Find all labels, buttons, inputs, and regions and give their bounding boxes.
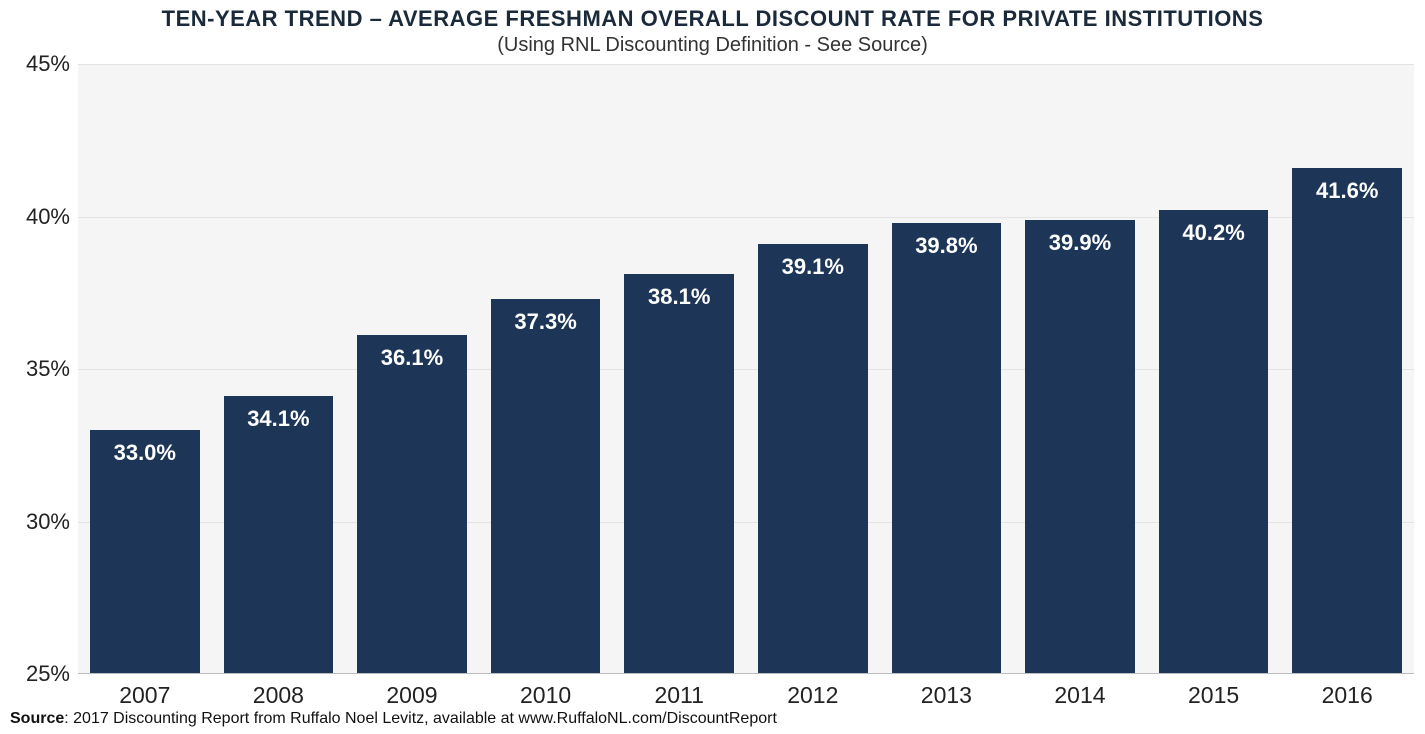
x-tick-label: 2011 — [612, 682, 746, 709]
y-tick-label: 35% — [6, 356, 70, 382]
bar-slot: 39.9% — [1025, 64, 1135, 674]
x-tick-label: 2012 — [746, 682, 880, 709]
bar — [892, 223, 1002, 674]
bar-value-label: 39.8% — [892, 233, 1002, 259]
plot-area: 25%30%35%40%45% 33.0%34.1%36.1%37.3%38.1… — [78, 64, 1414, 674]
bars-row: 33.0% 34.1% 36.1% 37.3% 38.1% 39.1% 39.8% 39.9%… — [78, 64, 1414, 674]
x-tick-label: 2007 — [78, 682, 212, 709]
chart-container: { "chart": { "type": "bar", "title": "TE… — [0, 0, 1425, 734]
y-tick-label: 30% — [6, 509, 70, 535]
bar — [624, 274, 734, 674]
bar-value-label: 37.3% — [491, 309, 601, 335]
bar — [224, 396, 334, 674]
source-citation: Source: 2017 Discounting Report from Ruf… — [10, 710, 777, 728]
bar-slot: 37.3% — [491, 64, 601, 674]
bar — [1159, 210, 1269, 674]
x-tick-label: 2016 — [1280, 682, 1414, 709]
chart-title: TEN-YEAR TREND – AVERAGE FRESHMAN OVERAL… — [0, 0, 1425, 32]
bar-value-label: 39.9% — [1025, 230, 1135, 256]
x-tick-label: 2010 — [479, 682, 613, 709]
x-tick-label: 2014 — [1013, 682, 1147, 709]
source-label: Source — [10, 710, 64, 727]
bar-slot: 40.2% — [1159, 64, 1269, 674]
y-tick-label: 25% — [6, 661, 70, 687]
bar-value-label: 38.1% — [624, 284, 734, 310]
chart-subtitle: (Using RNL Discounting Definition - See … — [0, 32, 1425, 57]
bar — [1292, 168, 1402, 674]
bar-slot: 34.1% — [224, 64, 334, 674]
bar — [758, 244, 868, 674]
bar-slot: 36.1% — [357, 64, 467, 674]
bar-slot: 39.8% — [892, 64, 1002, 674]
bar-value-label: 36.1% — [357, 345, 467, 371]
y-tick-label: 40% — [6, 204, 70, 230]
x-tick-label: 2009 — [345, 682, 479, 709]
x-axis-line — [78, 673, 1414, 674]
x-tick-label: 2013 — [880, 682, 1014, 709]
bar — [1025, 220, 1135, 674]
source-text: : 2017 Discounting Report from Ruffalo N… — [64, 710, 777, 727]
bar-slot: 39.1% — [758, 64, 868, 674]
bar — [491, 299, 601, 674]
bar-slot: 41.6% — [1292, 64, 1402, 674]
bar-value-label: 41.6% — [1292, 178, 1402, 204]
bar-slot: 33.0% — [90, 64, 200, 674]
x-tick-label: 2015 — [1147, 682, 1281, 709]
bar-value-label: 39.1% — [758, 254, 868, 280]
bar-slot: 38.1% — [624, 64, 734, 674]
bar-value-label: 40.2% — [1159, 220, 1269, 246]
bar-value-label: 33.0% — [90, 440, 200, 466]
bar-value-label: 34.1% — [224, 406, 334, 432]
x-tick-label: 2008 — [212, 682, 346, 709]
y-tick-label: 45% — [6, 51, 70, 77]
bar — [90, 430, 200, 674]
bar — [357, 335, 467, 674]
